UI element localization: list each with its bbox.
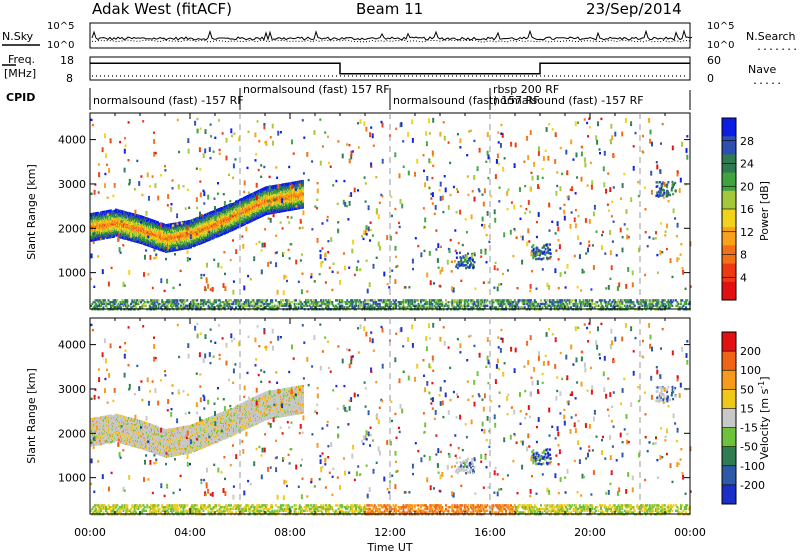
data-cell (105, 222, 107, 225)
data-cell (123, 210, 125, 214)
cpid-segment-0: normalsound (fast) -157 RF (93, 94, 244, 107)
cpid-segment-4: normalsound (fast) -157 RF (493, 94, 644, 107)
freq-step-line (90, 62, 690, 75)
nave-rtick-top: 60 (707, 54, 721, 67)
noise-left-label: N.Sky (2, 30, 34, 43)
freq-ytick-bottom: 8 (66, 72, 73, 85)
cpid-segment-3: rbsp 200 RF (493, 83, 559, 96)
site-title: Adak West (fitACF) (92, 0, 232, 18)
noise-ytick-top: 10^5 (47, 21, 74, 32)
noise-right-label: N.Search (746, 30, 796, 43)
data-cell (163, 223, 165, 226)
freq-panel: Freq. [MHz] 18 8 Nave ..... 60 0 (2, 53, 782, 87)
freq-label-1: Freq. (8, 53, 35, 66)
freq-ytick-top: 18 (60, 54, 74, 67)
cpid-segment-1: normalsound (fast) 157 RF (243, 83, 390, 96)
freq-label-2: [MHz] (4, 67, 36, 80)
noise-search-dots (91, 39, 693, 43)
data-cell (159, 230, 161, 234)
noise-ytick-bottom: 10^0 (47, 40, 74, 51)
power-heatmap (90, 117, 692, 311)
data-cell (157, 221, 159, 224)
date-title: 23/Sep/2014 (586, 0, 682, 18)
data-cell (175, 222, 177, 225)
data-cell (302, 179, 304, 183)
noise-rtick-top: 10^5 (707, 21, 734, 32)
data-cell (117, 209, 119, 212)
cpid-panel: CPID normalsound (fast) -157 RFnormalsou… (6, 83, 691, 110)
noise-rtick-bottom: 10^0 (707, 40, 734, 51)
data-cell (102, 306, 105, 309)
nave-dots: ..... (752, 76, 782, 87)
noise-sky-line (91, 29, 693, 42)
cpid-segment-2: normalsound (fast) 157 RF (393, 94, 540, 107)
noise-right-dots: ........ (756, 42, 800, 53)
nave-label: Nave (748, 63, 776, 76)
beam-title: Beam 11 (356, 0, 423, 18)
noise-panel: N.Sky 10^5 10^0 N.Search ........ 10^5 1… (2, 21, 800, 53)
nave-rtick-bottom: 0 (707, 72, 714, 85)
data-cell (155, 239, 157, 242)
cpid-label: CPID (6, 91, 35, 104)
